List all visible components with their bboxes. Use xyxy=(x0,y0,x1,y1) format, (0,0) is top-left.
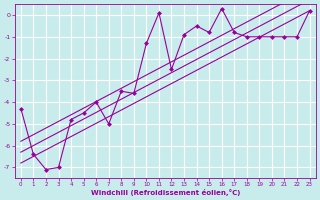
X-axis label: Windchill (Refroidissement éolien,°C): Windchill (Refroidissement éolien,°C) xyxy=(91,189,240,196)
